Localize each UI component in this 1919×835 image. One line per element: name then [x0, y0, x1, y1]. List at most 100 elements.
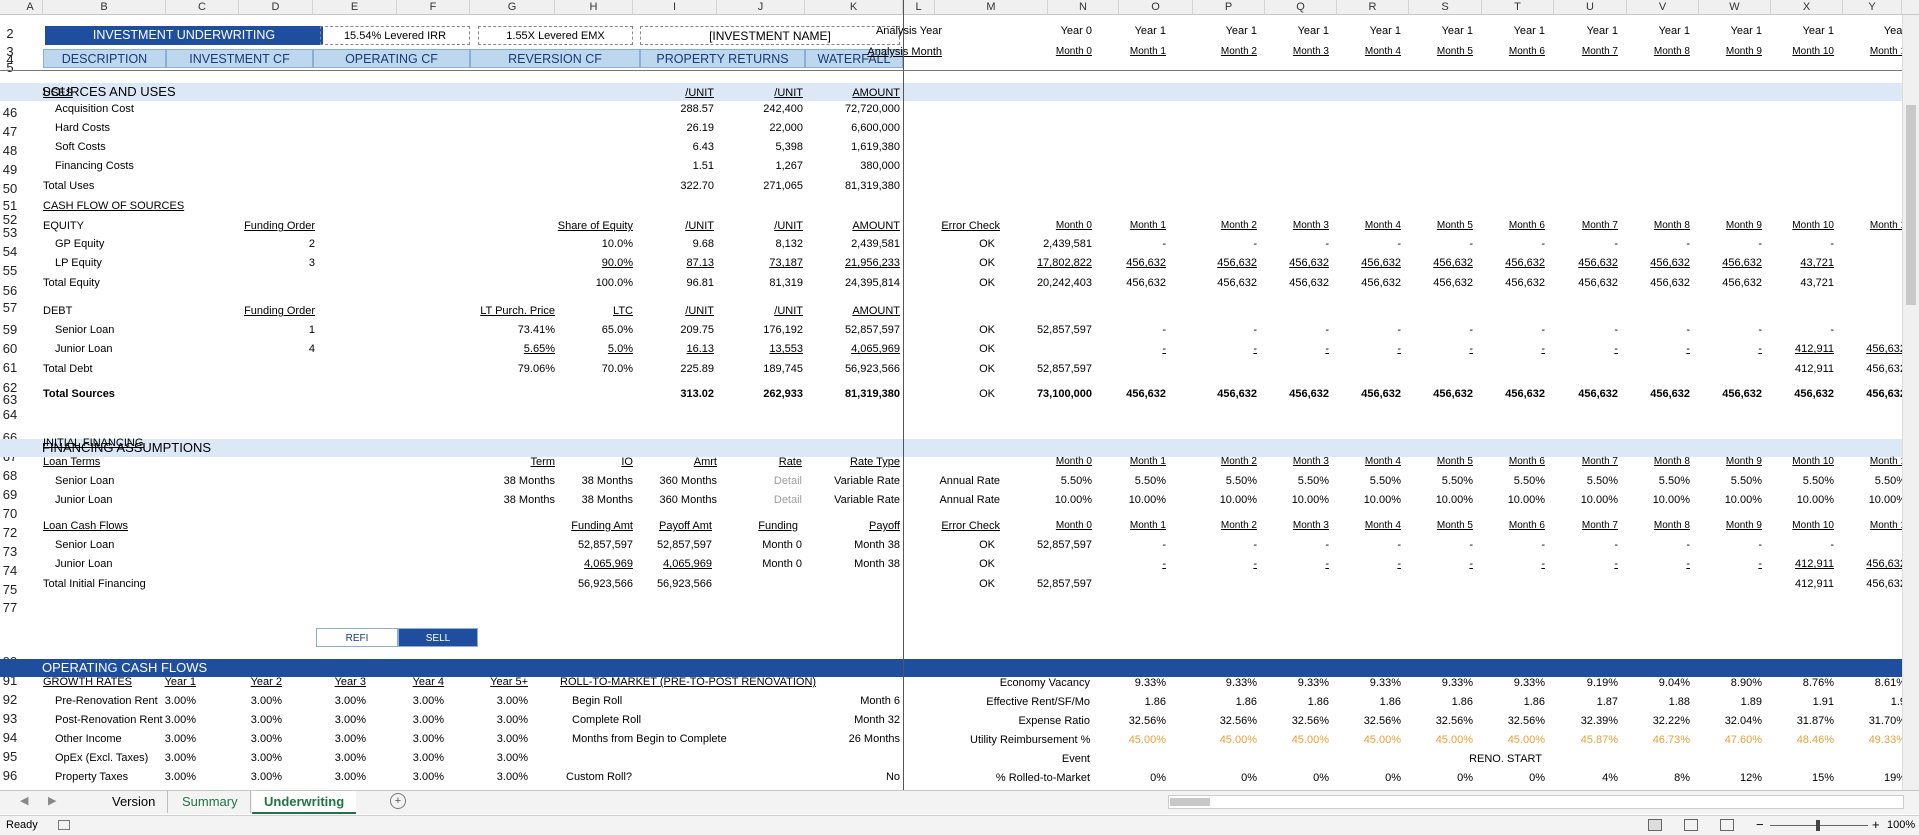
row-header[interactable]: 55 [2, 263, 18, 278]
column-header-G[interactable]: G [470, 0, 555, 15]
cell-P-r2: 10.00% [1219, 494, 1257, 506]
column-header-V[interactable]: V [1627, 0, 1699, 15]
cell-Q-jr: - [1325, 343, 1329, 355]
row-header[interactable]: 72 [2, 525, 18, 540]
row-header[interactable]: 73 [2, 544, 18, 559]
column-header-O[interactable]: O [1119, 0, 1193, 15]
row-header[interactable]: 70 [2, 506, 18, 521]
cell-value: 3.00% [164, 752, 196, 764]
row-header[interactable]: 74 [2, 563, 18, 578]
row-header[interactable]: 75 [2, 582, 18, 597]
next-sheet-icon[interactable]: ▶ [48, 795, 57, 807]
tab-waterfall[interactable]: WATERFALL [805, 49, 903, 68]
row-header[interactable]: 4 [6, 52, 14, 67]
cell-N-c: 20,242,403 [1036, 277, 1092, 289]
row-header[interactable]: 2 [6, 26, 14, 41]
column-header-D[interactable]: D [239, 0, 313, 15]
row-header[interactable]: 56 [2, 283, 18, 298]
normal-view-icon[interactable] [1648, 819, 1662, 831]
tab-property-returns[interactable]: PROPERTY RETURNS [640, 49, 805, 68]
column-header-K[interactable]: K [805, 0, 903, 15]
cell-V-b: 456,632 [1650, 257, 1690, 269]
row-header[interactable]: 69 [2, 487, 18, 502]
column-header-S[interactable]: S [1409, 0, 1482, 15]
tab-operating-cf[interactable]: OPERATING CF [313, 49, 470, 68]
cell-O-ls: - [1162, 539, 1166, 551]
row-header[interactable]: 95 [2, 749, 18, 764]
row-header[interactable]: 64 [2, 407, 18, 422]
page-break-icon[interactable] [1720, 819, 1734, 831]
cell-value: 3.00% [496, 771, 528, 783]
zoom-slider[interactable] [1770, 820, 1868, 831]
cell-value: Variable Rate [834, 475, 900, 487]
vertical-scrollbar[interactable] [1902, 15, 1919, 790]
column-header-B[interactable]: B [43, 0, 166, 15]
column-header-R[interactable]: R [1337, 0, 1409, 15]
row-header[interactable]: 96 [2, 768, 18, 783]
horizontal-scrollbar[interactable] [1168, 795, 1904, 809]
row-header[interactable]: 51 [2, 198, 18, 213]
refi-button[interactable]: REFI [316, 628, 398, 647]
sheet-tab-underwriting[interactable]: Underwriting [252, 791, 357, 814]
cell-value: Analysis Year [875, 25, 942, 37]
row-header[interactable]: 48 [2, 143, 18, 158]
column-header-E[interactable]: E [313, 0, 397, 15]
page-layout-icon[interactable] [1684, 819, 1698, 831]
column-header-F[interactable]: F [397, 0, 470, 15]
row-header[interactable]: 68 [2, 468, 18, 483]
column-header-J[interactable]: J [717, 0, 805, 15]
sell-button[interactable]: SELL [398, 628, 478, 647]
row-header[interactable]: 54 [2, 244, 18, 259]
prev-sheet-icon[interactable]: ◀ [20, 795, 29, 807]
cell-N-mo: Month 0 [1055, 220, 1092, 231]
zoom-in-icon[interactable]: + [1872, 817, 1880, 832]
column-header-M[interactable]: M [935, 0, 1048, 15]
column-header-X[interactable]: X [1771, 0, 1843, 15]
cell-R-b: 456,632 [1361, 257, 1401, 269]
column-header-Q[interactable]: Q [1265, 0, 1337, 15]
row-header[interactable]: 59 [2, 322, 18, 337]
row-header[interactable]: 60 [2, 341, 18, 356]
column-header-C[interactable]: C [166, 0, 239, 15]
row-header[interactable]: 50 [2, 181, 18, 196]
row-header[interactable]: 5 [6, 60, 14, 75]
cell-value: 38 Months [503, 475, 555, 487]
tab-reversion-cf[interactable]: REVERSION CF [470, 49, 640, 68]
cell-value: Error Check [941, 520, 1000, 532]
column-header-A[interactable]: A [18, 0, 43, 15]
tab-description[interactable]: DESCRIPTION [43, 49, 166, 68]
column-header-N[interactable]: N [1048, 0, 1119, 15]
zoom-out-icon[interactable]: − [1756, 817, 1764, 832]
tab-investment-cf[interactable]: INVESTMENT CF [166, 49, 313, 68]
status-bar: Ready − + 100% [0, 815, 1919, 835]
row-header[interactable]: 63 [2, 392, 18, 407]
row-header[interactable]: 57 [2, 300, 18, 315]
column-header-I[interactable]: I [633, 0, 717, 15]
row-header[interactable]: 46 [2, 105, 18, 120]
row-header[interactable]: 93 [2, 711, 18, 726]
macro-record-icon[interactable] [58, 820, 70, 830]
column-header-H[interactable]: H [555, 0, 633, 15]
column-header-W[interactable]: W [1699, 0, 1771, 15]
sheet-tab-summary[interactable]: Summary [170, 791, 251, 813]
row-header[interactable]: 92 [2, 692, 18, 707]
row-header[interactable]: 3 [6, 44, 14, 59]
row-header[interactable]: 47 [2, 124, 18, 139]
column-header-P[interactable]: P [1193, 0, 1265, 15]
row-header[interactable]: 52 [2, 212, 18, 227]
cell-W-r2: 10.00% [1724, 494, 1762, 506]
column-header-U[interactable]: U [1554, 0, 1627, 15]
row-header[interactable]: 49 [2, 162, 18, 177]
row-header[interactable]: 77 [2, 600, 18, 615]
row-header[interactable]: 53 [2, 225, 18, 240]
row-header[interactable]: 61 [2, 360, 18, 375]
column-header-T[interactable]: T [1482, 0, 1554, 15]
sheet-tab-bar: ◀ ▶ Version Summary Underwriting + [0, 790, 1919, 814]
row-header[interactable]: 94 [2, 730, 18, 745]
investment-name-box[interactable]: [INVESTMENT NAME] [640, 26, 900, 45]
add-sheet-icon[interactable]: + [390, 793, 406, 809]
row-header[interactable]: 62 [2, 380, 18, 395]
column-header-Y[interactable]: Y [1843, 0, 1902, 15]
sheet-tab-version[interactable]: Version [100, 791, 169, 813]
column-header-L[interactable]: L [903, 0, 935, 15]
